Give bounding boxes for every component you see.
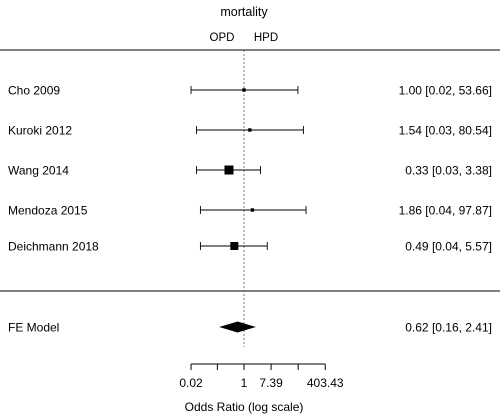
study-label: Wang 2014 [8,164,69,178]
point-estimate [224,165,234,175]
summary-diamond [219,321,256,333]
estimate-text: 1.86 [0.04, 97.87] [399,204,492,218]
x-tick-label: 0.02 [179,376,203,390]
point-estimate [230,242,239,250]
estimate-text: 0.33 [0.03, 3.38] [405,164,492,178]
estimate-text: 1.54 [0.03, 80.54] [399,124,492,138]
summary-estimate-text: 0.62 [0.16, 2.41] [405,321,492,335]
x-tick-label: 403.43 [307,376,344,390]
x-axis: 0.02 1 7.39 403.43 [179,363,344,390]
estimate-text: 0.49 [0.04, 5.57] [405,240,492,254]
study-label: Deichmann 2018 [8,240,99,254]
left-favours-label: OPD [210,32,235,44]
point-estimate [250,208,255,212]
x-tick-label: 1 [241,376,248,390]
study-rows: Cho 2009 1.00 [0.02, 53.66] Kuroki 2012 1.5… [8,84,492,254]
x-axis-label: Odds Ratio (log scale) [185,400,304,414]
summary-row: FE Model 0.62 [0.16, 2.41] [8,321,492,335]
x-tick-label: 7.39 [259,376,283,390]
point-estimate [248,128,252,132]
study-label: Mendoza 2015 [8,204,88,218]
point-estimate [242,88,246,92]
estimate-text: 1.00 [0.02, 53.66] [399,84,492,98]
study-label: Cho 2009 [8,84,60,98]
right-favours-label: HPD [254,32,278,44]
chart-title: mortality [220,5,268,19]
summary-label: FE Model [8,321,59,335]
study-label: Kuroki 2012 [8,124,72,138]
